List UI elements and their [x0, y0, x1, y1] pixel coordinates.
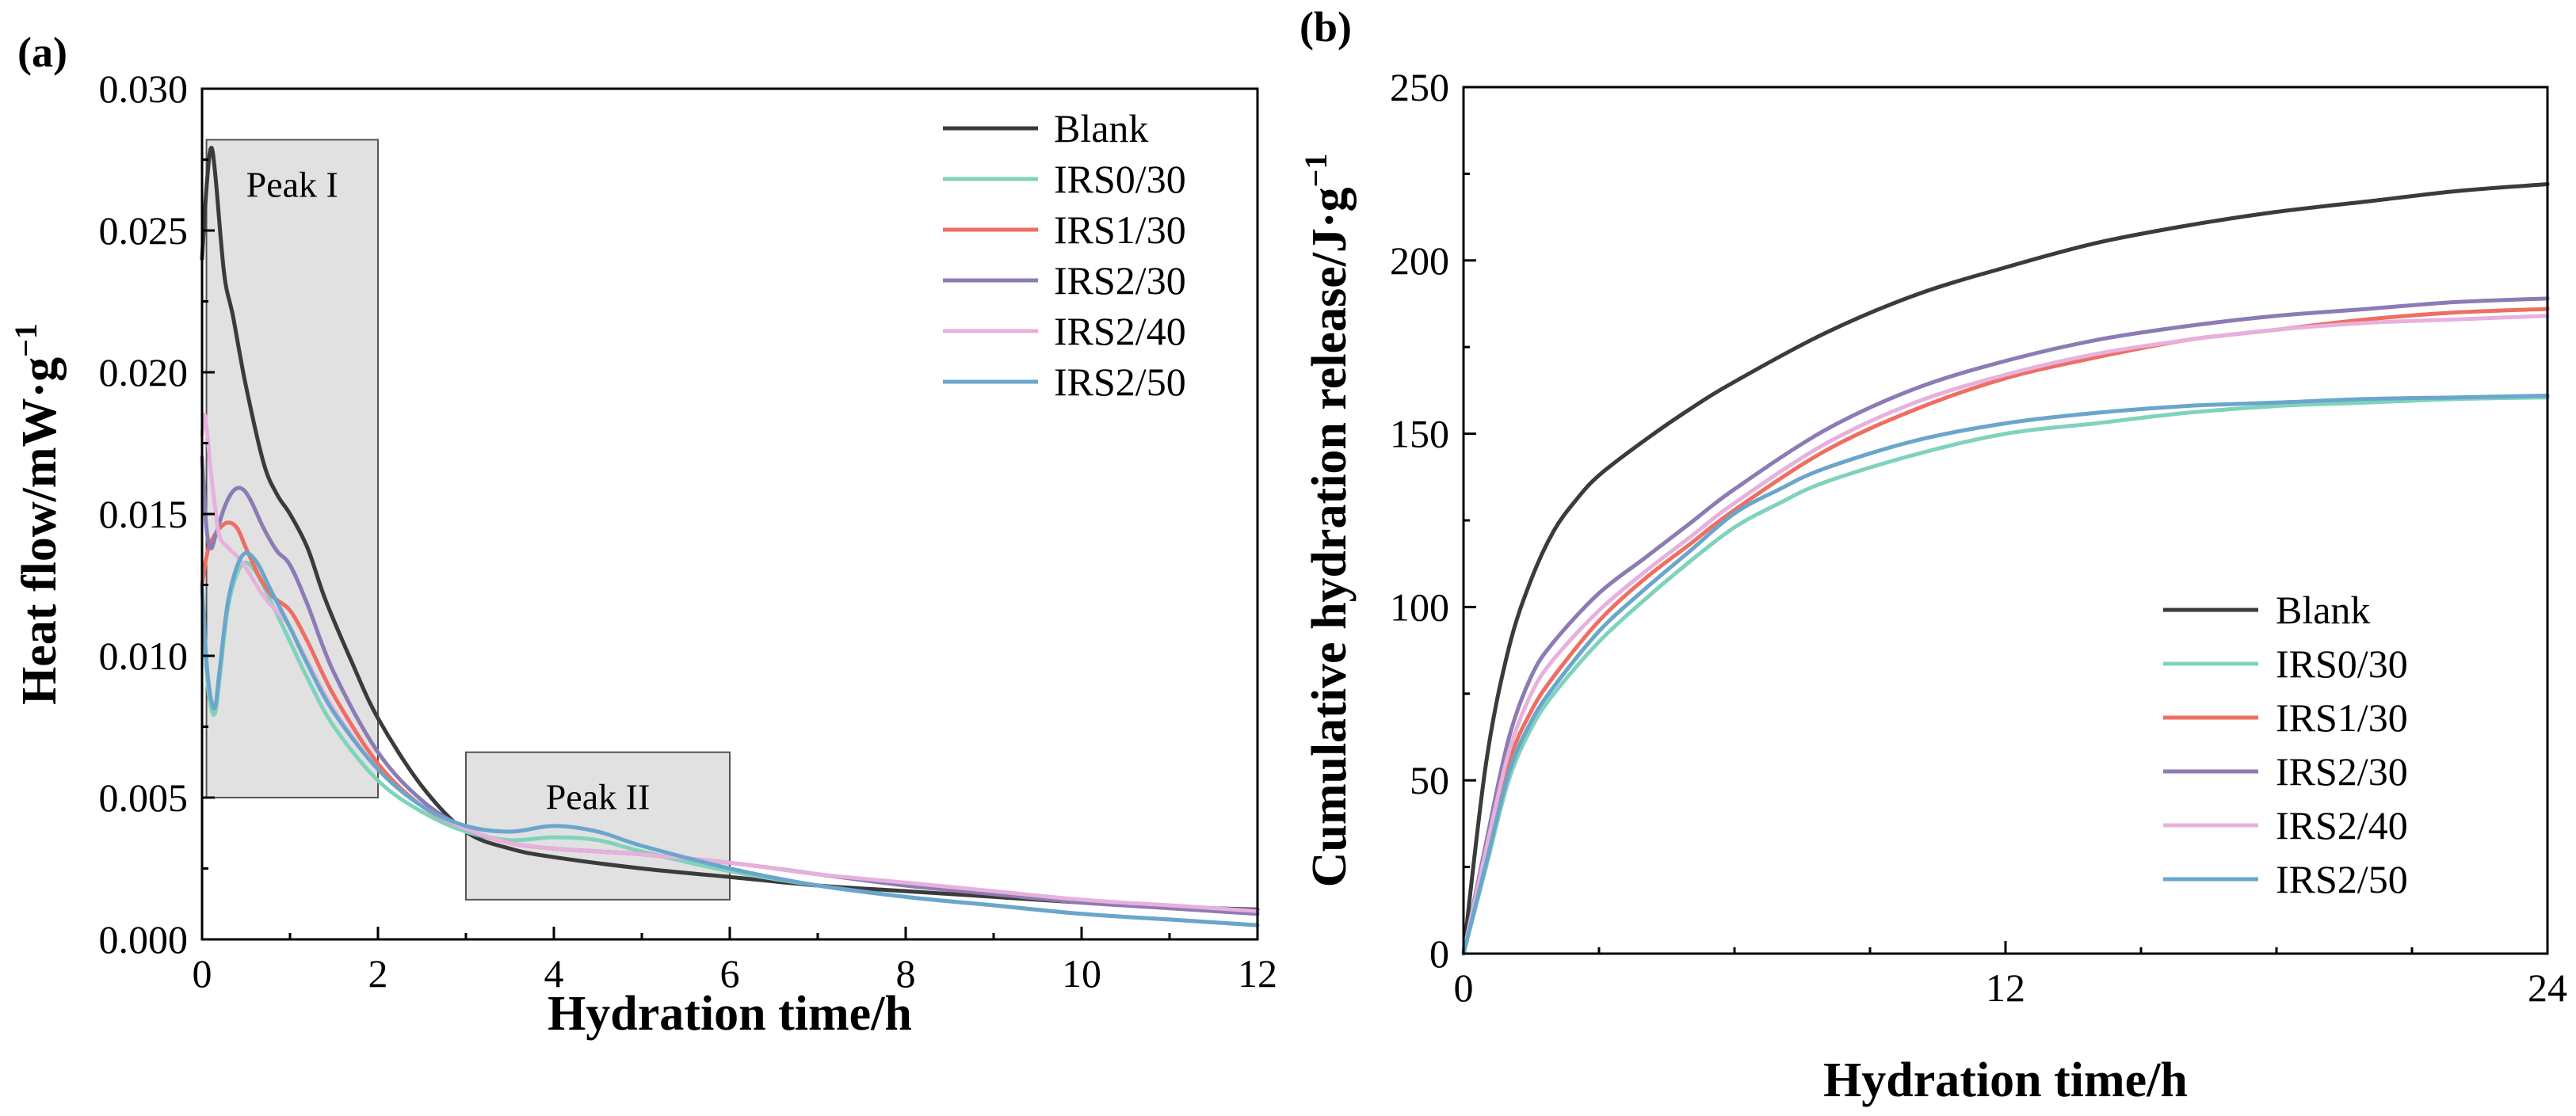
- x-tick-label: 2: [368, 951, 388, 996]
- series-line-irs2-30: [200, 455, 1260, 916]
- y-tick-label: 0.005: [99, 775, 189, 820]
- y-axis-title: Cumulative hydration release/J·g−1: [1298, 154, 1357, 888]
- legend-label: IRS2/50: [1054, 360, 1186, 404]
- legend-label: IRS0/30: [1054, 157, 1186, 201]
- y-tick-label: 0.030: [99, 67, 189, 111]
- x-tick-label: 0: [1454, 966, 1474, 1010]
- x-tick-label: 8: [896, 951, 916, 996]
- y-tick-label: 200: [1390, 238, 1449, 283]
- x-tick-label: 12: [1238, 951, 1277, 996]
- x-tick-label: 4: [544, 951, 564, 996]
- legend-label: IRS2/30: [1054, 258, 1186, 303]
- y-tick-label: 0.025: [99, 208, 189, 253]
- legend: Blank IRS0/30 IRS1/30 IRS2/30 IRS2/40 IRS2/50: [2163, 588, 2408, 901]
- peak-box-2: [465, 751, 731, 901]
- axis-ticks: 0 12 24 0 50 100 150 200 250: [1390, 65, 2567, 1010]
- legend-label: Blank: [2276, 588, 2370, 632]
- panel-b-label: (b): [1299, 3, 1352, 51]
- y-tick-label: 0: [1429, 931, 1449, 976]
- series-line-irs2-40: [1461, 314, 2550, 956]
- series-line-irs2-30: [1461, 296, 2550, 956]
- y-tick-label: 0.015: [99, 492, 189, 536]
- panel-a-label: (a): [17, 29, 67, 76]
- panel-a: (a) Peak I Peak II 0 2 4 6 8 10 12 0.000 0.005 0.0…: [8, 29, 1277, 1041]
- y-tick-label: 150: [1390, 412, 1449, 456]
- peak-box-1: [205, 139, 379, 798]
- legend-label: IRS2/40: [1054, 309, 1186, 353]
- axis-ticks: 0 2 4 6 8 10 12 0.000 0.005 0.010 0.015 0.020 0.025 0…: [99, 67, 1278, 996]
- x-tick-label: 6: [720, 951, 740, 996]
- y-tick-label: 0.010: [99, 634, 189, 678]
- legend-label: IRS0/30: [2276, 642, 2408, 686]
- legend-label: IRS2/30: [2276, 749, 2408, 794]
- y-axis-title-main: Cumulative hydration release/J·g: [1303, 187, 1357, 887]
- series-group: [200, 146, 1260, 927]
- legend-label: IRS2/50: [2276, 857, 2408, 901]
- legend-label: IRS1/30: [1054, 208, 1186, 252]
- x-axis-title: Hydration time/h: [548, 987, 912, 1041]
- y-tick-label: 0.020: [99, 350, 189, 394]
- peak-box-label: Peak II: [546, 777, 651, 817]
- y-tick-label: 0.000: [99, 917, 189, 962]
- y-tick-label: 50: [1410, 758, 1449, 802]
- series-line-blank: [200, 146, 1260, 912]
- x-tick-label: 12: [1986, 966, 2025, 1010]
- legend: Blank IRS0/30 IRS1/30 IRS2/30 IRS2/40 IRS2/50: [943, 106, 1186, 404]
- y-tick-label: 100: [1390, 585, 1449, 629]
- x-axis-title: Hydration time/h: [1823, 1053, 2188, 1107]
- y-axis-title-sup: −1: [1298, 154, 1334, 188]
- x-tick-label: 0: [193, 951, 212, 996]
- x-tick-label: 10: [1062, 951, 1101, 996]
- legend-label: IRS1/30: [2276, 695, 2408, 740]
- legend-label: Blank: [1054, 106, 1148, 150]
- peak-box-label: Peak I: [246, 164, 338, 204]
- series-line-blank: [1461, 182, 2550, 956]
- x-tick-label: 24: [2528, 966, 2567, 1010]
- y-axis-title: Heat flow/mW·g−1: [8, 323, 67, 705]
- series-group: [1461, 182, 2550, 956]
- y-tick-label: 250: [1390, 65, 1449, 109]
- series-line-irs2-50: [200, 550, 1260, 927]
- peak-boxes: Peak I Peak II: [205, 139, 731, 901]
- series-line-irs0-30: [1461, 395, 2550, 956]
- panel-b: (b) 0 12 24 0 50 100 150 200 250 Blank IRS0/30 IRS…: [1298, 3, 2567, 1107]
- y-axis-title-sup: −1: [8, 323, 44, 357]
- legend-label: IRS2/40: [2276, 803, 2408, 847]
- series-line-irs2-50: [1461, 394, 2550, 956]
- y-axis-title-main: Heat flow/mW·g: [13, 357, 67, 705]
